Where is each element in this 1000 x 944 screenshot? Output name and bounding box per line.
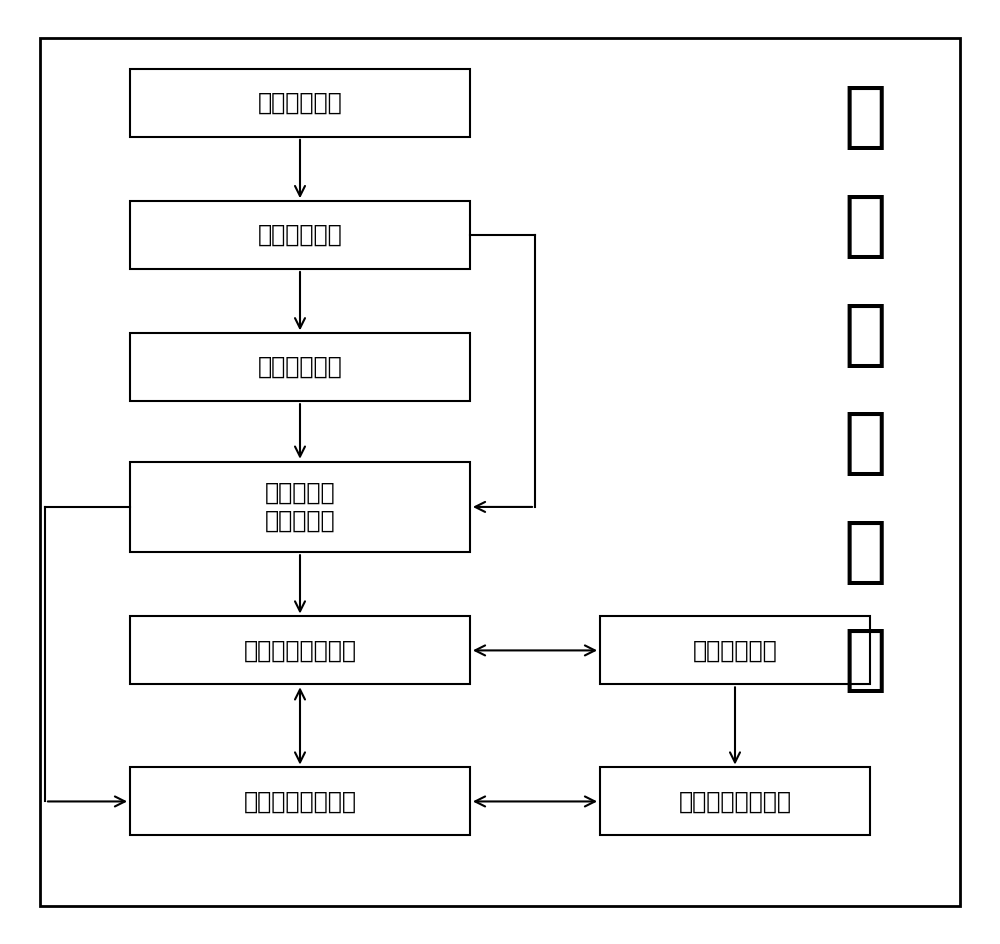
- Bar: [600, 616, 870, 684]
- Text: 图像识别模块: 图像识别模块: [258, 223, 342, 247]
- Text: 图像验证模块: 图像验证模块: [258, 355, 342, 379]
- Text: 图像信息储存模块: 图像信息储存模块: [244, 789, 357, 814]
- Text: 岩: 岩: [843, 83, 887, 153]
- Bar: [130, 616, 470, 684]
- Bar: [130, 333, 470, 401]
- Bar: [130, 69, 470, 137]
- Text: 图像深度学习模块: 图像深度学习模块: [678, 789, 792, 814]
- Text: 特点对比模块: 特点对比模块: [693, 638, 777, 663]
- Text: 解: 解: [843, 300, 887, 370]
- Text: 图像拍摄模块: 图像拍摄模块: [258, 91, 342, 115]
- Text: 元: 元: [843, 626, 887, 696]
- Text: 单: 单: [843, 517, 887, 587]
- Text: 图像细节放
大截取模块: 图像细节放 大截取模块: [265, 481, 335, 532]
- Bar: [130, 462, 470, 552]
- Bar: [130, 201, 470, 269]
- Bar: [600, 767, 870, 835]
- Text: 图像解析处理模块: 图像解析处理模块: [244, 638, 357, 663]
- Text: 析: 析: [843, 409, 887, 479]
- Text: 层: 层: [843, 192, 887, 261]
- Bar: [130, 767, 470, 835]
